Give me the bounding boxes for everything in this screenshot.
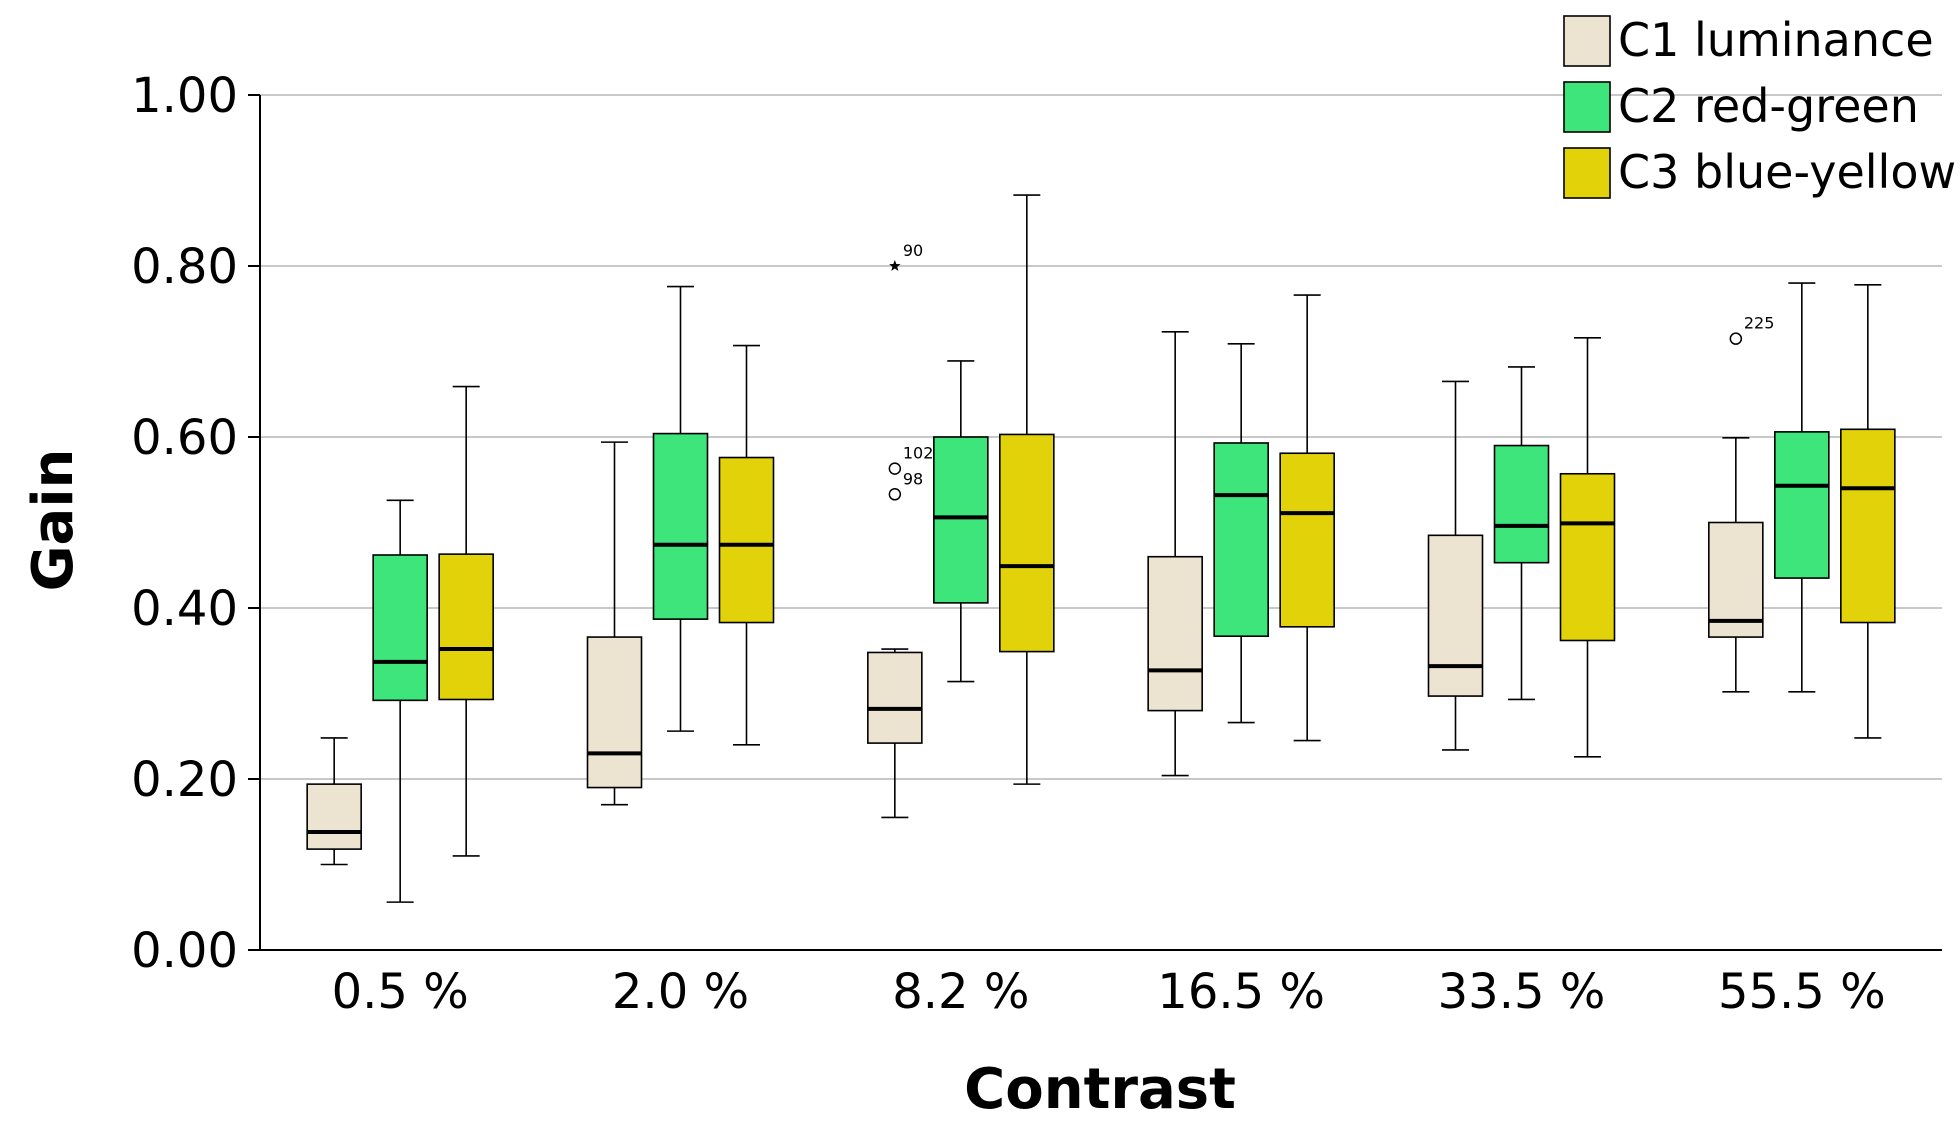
outlier-point: 90 — [889, 241, 923, 271]
box-iqr — [1279, 452, 1335, 628]
box-2-4 — [1213, 343, 1269, 724]
outlier-label: 225 — [1744, 314, 1775, 333]
legend-swatch — [1563, 81, 1611, 133]
grid-lines — [260, 94, 1942, 780]
box-1-1 — [306, 737, 362, 866]
y-axis-title: Gain — [21, 449, 86, 592]
y-tick-label: 1.00 — [131, 68, 238, 124]
x-tick-label: 33.5 % — [1438, 964, 1606, 1020]
legend: C1 luminance C2 red-green C3 blue-yellow — [1563, 13, 1956, 199]
outlier-point: 98 — [888, 469, 923, 501]
outliers: 90 102 98 225 — [888, 241, 1775, 501]
axes — [248, 94, 1942, 951]
x-tick-label: 55.5 % — [1718, 964, 1886, 1020]
box-iqr — [1147, 555, 1203, 712]
box-iqr — [1840, 428, 1896, 624]
outlier-point: 102 — [888, 444, 934, 475]
x-tick-label: 16.5 % — [1157, 964, 1325, 1020]
box-iqr — [586, 636, 643, 789]
box-iqr — [1708, 521, 1764, 638]
x-tick-label: 8.2 % — [892, 964, 1029, 1020]
outlier-circle — [888, 488, 902, 501]
x-tick-label: 2.0 % — [612, 964, 749, 1020]
outlier-label: 102 — [903, 444, 934, 463]
y-tick-label: 0.20 — [131, 752, 238, 808]
y-tick-label: 0.80 — [131, 239, 238, 295]
box-iqr — [1559, 472, 1616, 642]
outlier-label: 98 — [903, 469, 923, 488]
box-1-6 — [1708, 437, 1764, 693]
legend-label: C1 luminance — [1618, 13, 1934, 67]
box-1-5 — [1427, 380, 1484, 751]
y-tick-label: 0.60 — [131, 410, 238, 466]
box-3-3 — [999, 194, 1055, 785]
outlier-star — [889, 260, 901, 271]
tick-labels: 0.00 0.20 0.40 0.60 0.80 1.00 0.5 % 2.0 % 8.2 % 1… — [131, 68, 1886, 1020]
y-tick-label: 0.00 — [131, 923, 238, 979]
box-iqr — [306, 783, 362, 850]
box-2-2 — [652, 285, 709, 732]
box-3-4 — [1279, 294, 1335, 742]
box-1-3 — [867, 648, 923, 819]
box-iqr — [1774, 431, 1830, 579]
outlier-circle — [888, 462, 902, 475]
box-iqr — [372, 554, 428, 702]
box-iqr — [438, 553, 494, 701]
box-3-5 — [1559, 337, 1616, 758]
box-3-1 — [438, 385, 494, 857]
box-2-3 — [933, 360, 989, 683]
y-tick-label: 0.40 — [131, 581, 238, 637]
outlier-label: 90 — [903, 241, 923, 260]
legend-label: C3 blue-yellow — [1618, 145, 1956, 199]
x-axis-title: Contrast — [964, 1057, 1236, 1122]
box-2-6 — [1774, 282, 1830, 693]
box-iqr — [652, 432, 709, 620]
box-iqr — [1213, 442, 1269, 638]
box-3-6 — [1840, 284, 1896, 739]
box-iqr — [867, 651, 923, 744]
box-2-5 — [1493, 366, 1550, 701]
outlier-point: 225 — [1729, 314, 1775, 345]
legend-swatch — [1563, 15, 1611, 67]
box-3-2 — [718, 344, 775, 746]
box-2-1 — [372, 499, 428, 903]
box-iqr — [718, 456, 775, 624]
legend-label: C2 red-green — [1618, 79, 1919, 133]
box-iqr — [1427, 534, 1484, 697]
legend-item-1: C1 luminance — [1563, 13, 1934, 67]
x-tick-label: 0.5 % — [332, 964, 469, 1020]
boxes — [306, 194, 1896, 903]
legend-item-2: C2 red-green — [1563, 79, 1919, 133]
box-1-4 — [1147, 331, 1203, 777]
box-1-2 — [586, 441, 643, 806]
box-iqr — [1493, 444, 1550, 564]
legend-item-3: C3 blue-yellow — [1563, 145, 1956, 199]
legend-swatch — [1563, 147, 1611, 199]
outlier-circle — [1729, 332, 1743, 345]
box-iqr — [933, 436, 989, 604]
box-iqr — [999, 433, 1055, 653]
